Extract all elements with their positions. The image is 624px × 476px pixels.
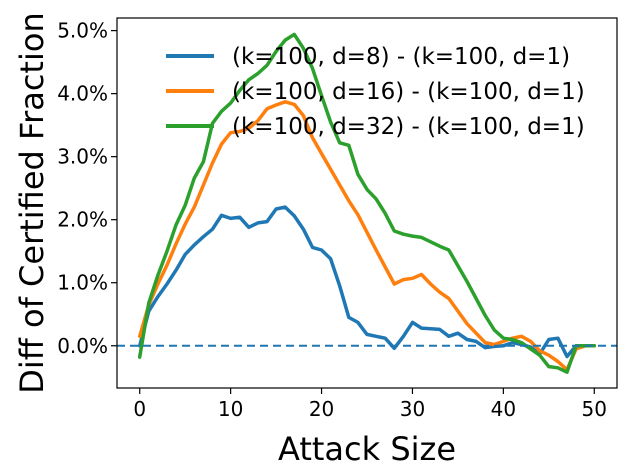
legend-label: (k=100, d=8) - (k=100, d=1) [232,44,570,70]
legend-label: (k=100, d=16) - (k=100, d=1) [232,79,585,105]
plot-frame [116,17,618,389]
y-tick-label: 0.0% [57,334,108,358]
series-line-3 [137,32,597,374]
legend-label: (k=100, d=32) - (k=100, d=1) [232,114,585,140]
y-tick-label: 1.0% [57,271,108,295]
series-layer [137,32,597,374]
y-axis: 0.0% 1.0% 2.0% 3.0% 4.0% 5.0% [57,19,117,358]
series-line-2 [137,100,597,372]
y-tick-label: 4.0% [57,82,108,106]
y-tick-label: 5.0% [57,19,108,43]
y-axis-label: Diff of Certified Fraction [13,12,51,393]
x-tick-label: 0 [133,397,146,421]
x-tick-label: 20 [309,397,334,421]
series-line-1 [137,205,597,359]
x-tick-label: 10 [218,397,243,421]
x-axis: 0 10 20 30 40 50 [133,388,607,421]
x-axis-label: Attack Size [278,430,456,468]
legend: (k=100, d=8) - (k=100, d=1) (k=100, d=16)… [166,44,585,140]
x-tick-label: 30 [400,397,425,421]
y-tick-label: 3.0% [57,145,108,169]
x-tick-label: 50 [582,397,607,421]
y-tick-label: 2.0% [57,208,108,232]
x-tick-label: 40 [491,397,516,421]
